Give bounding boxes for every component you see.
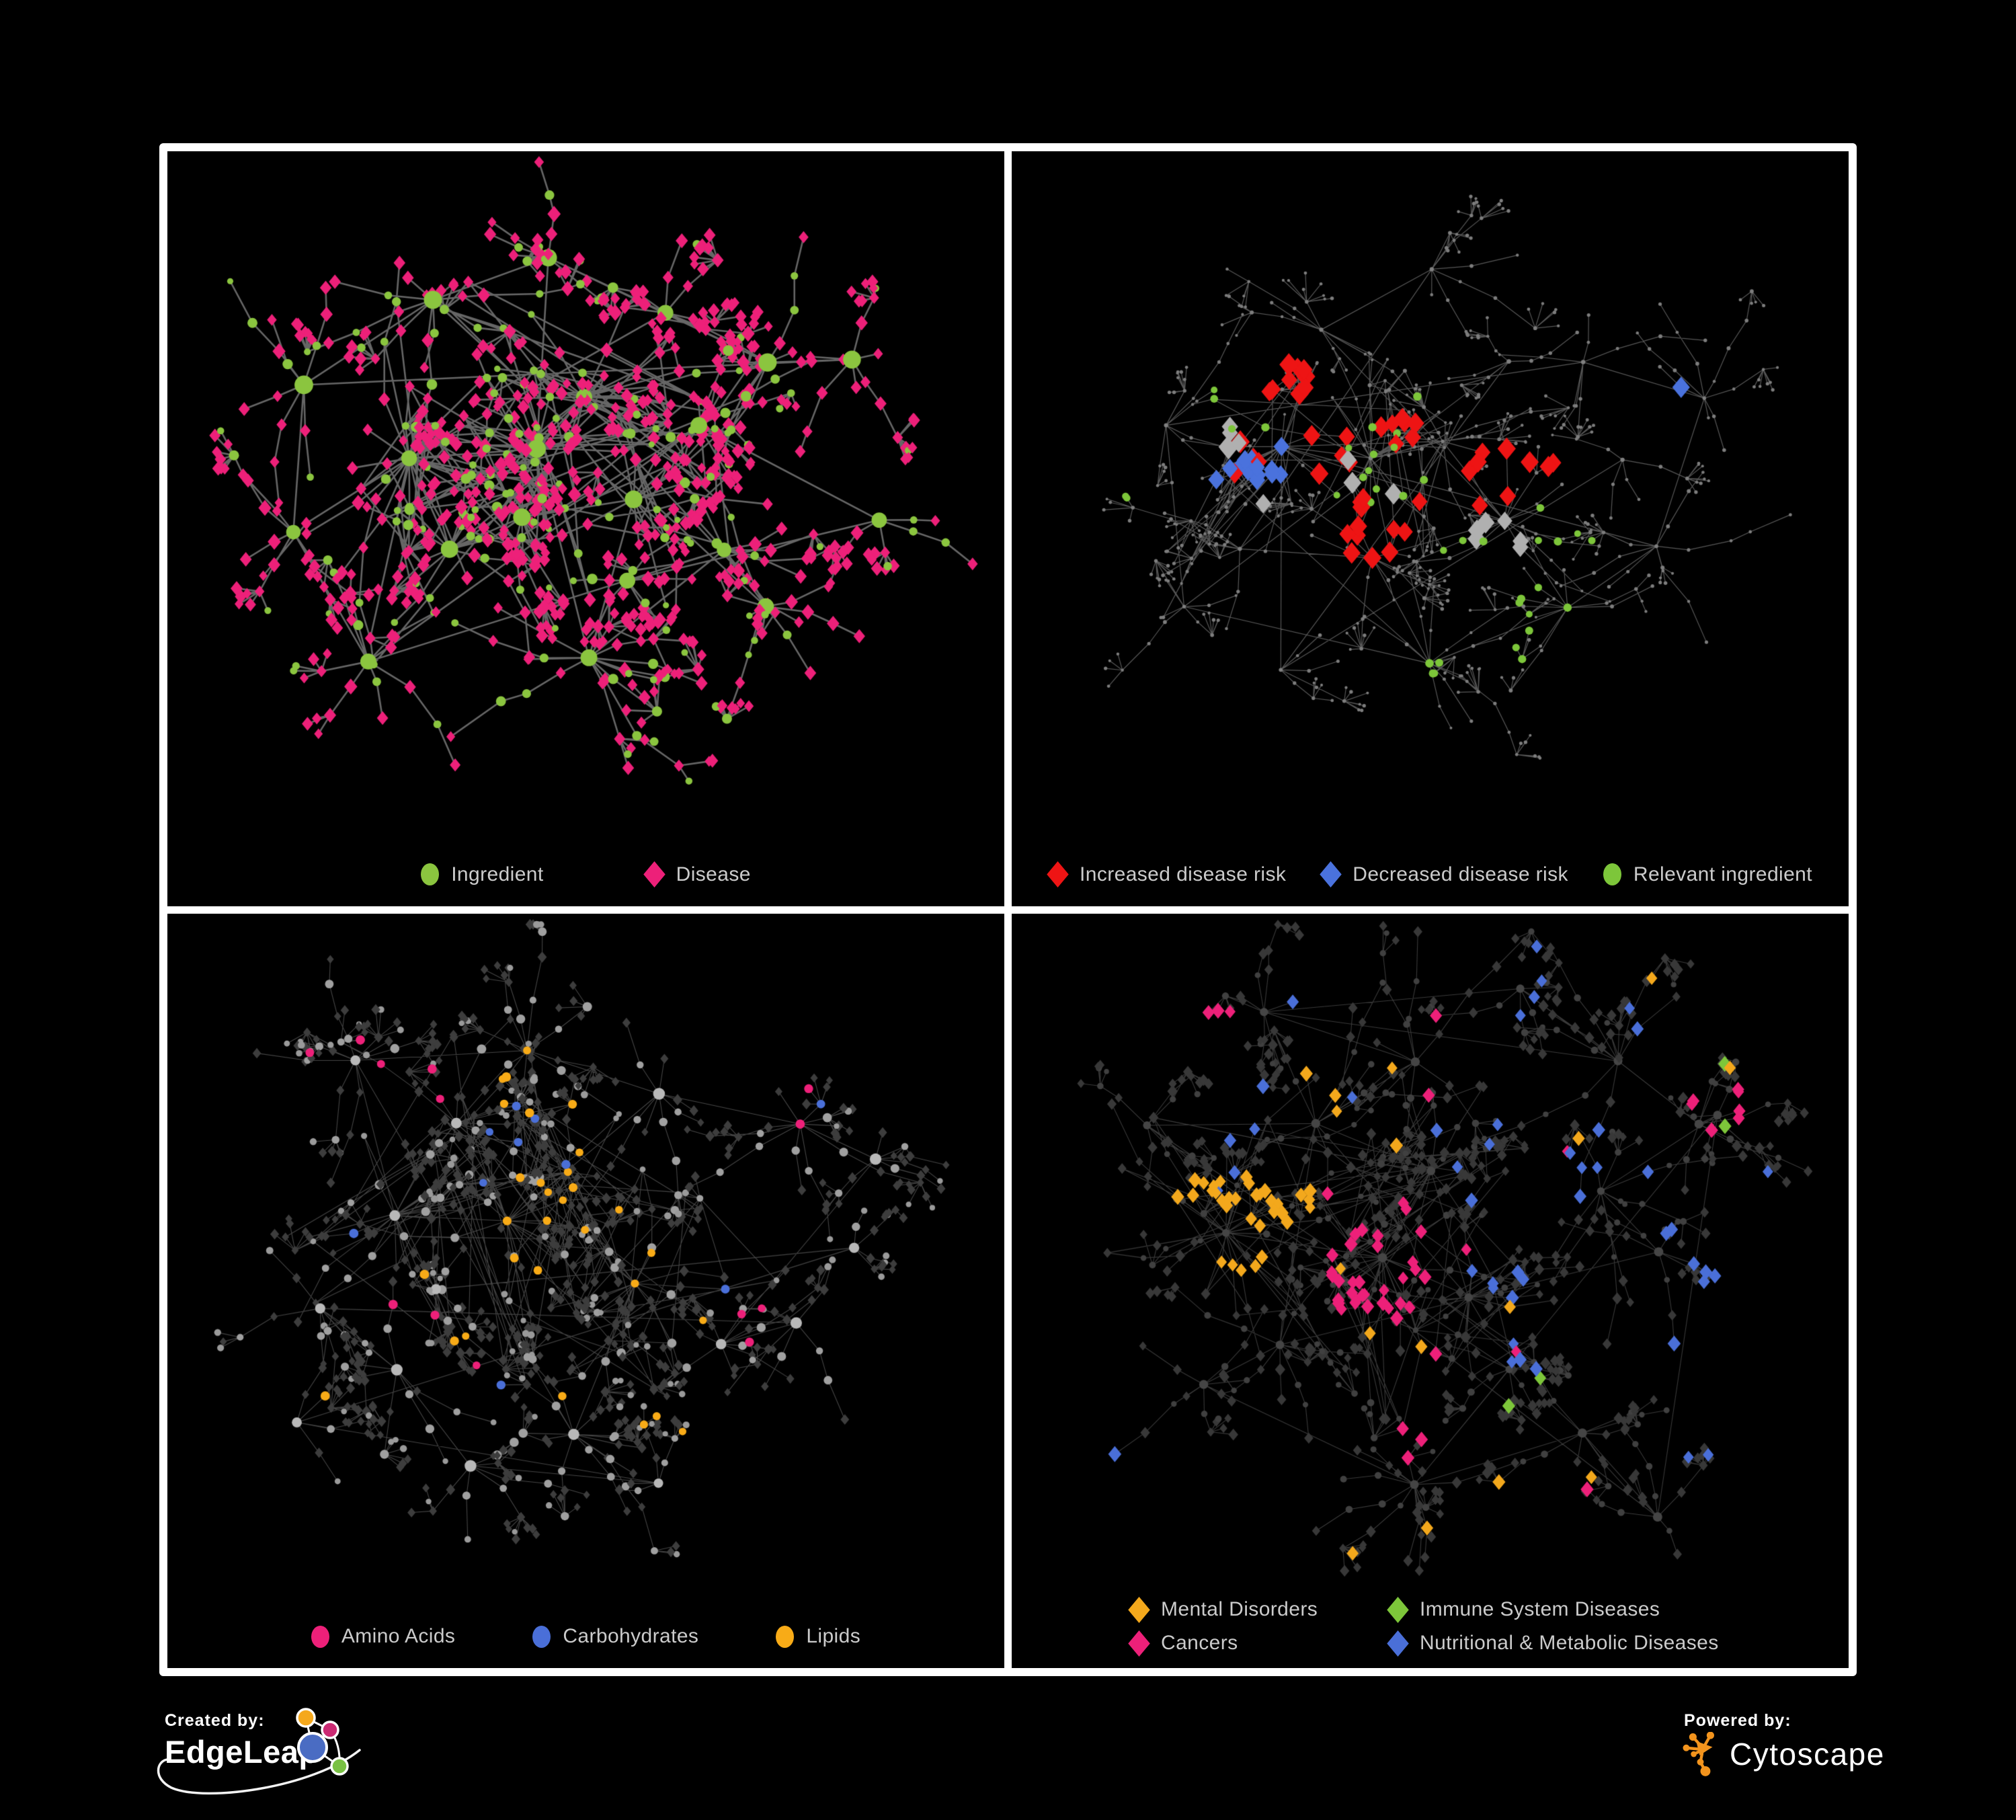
cytoscape-credit: Powered by: Cytoscape [1683,1711,1886,1792]
legend-label: Lipids [806,1625,861,1647]
legend-label: Immune System Diseases [1420,1598,1660,1620]
powered-by-label: Powered by: [1684,1711,1791,1730]
legend-item-nutritional-metabolic-diseases: Nutritional & Metabolic Diseases [1387,1630,1719,1657]
legend-label: Cancers [1161,1632,1238,1654]
network-graph-canvas [1012,913,1849,1668]
legend-item-ingredient: Ingredient [421,863,543,886]
cytoscape-wordmark: Cytoscape [1730,1737,1885,1772]
legend-item-cancers: Cancers [1128,1630,1388,1657]
four-panel-network-figure: Ingredient Disease Increased disease risk… [159,143,1857,1676]
legend-item-carbohydrates: Carbohydrates [532,1625,698,1648]
legend-item-decreased-disease-risk: Decreased disease risk [1320,861,1568,888]
legend-disease-risk: Increased disease risk Decreased disease … [1012,861,1849,888]
legend-marker-circle-icon [311,1625,329,1648]
legend-item-lipids: Lipids [776,1625,860,1648]
cytoscape-logo-icon [1683,1732,1714,1776]
legend-label: Increased disease risk [1080,863,1287,885]
edgeleap-credit: Created by: EdgeLeap [157,1708,382,1805]
legend-item-amino-acids: Amino Acids [311,1625,455,1648]
legend-label: Disease [676,863,751,885]
legend-item-immune-system-diseases: Immune System Diseases [1387,1596,1719,1623]
legend-label: Decreased disease risk [1353,863,1568,885]
created-by-label: Created by: [165,1711,265,1730]
legend-label: Amino Acids [341,1625,456,1647]
legend-marker-diamond-icon [643,861,666,888]
legend-item-disease: Disease [643,861,751,888]
legend-marker-circle-icon [1603,863,1621,885]
network-graph-canvas [167,913,1004,1668]
panel-disease-risk-network: Increased disease risk Decreased disease … [1012,151,1849,906]
legend-disease-classes: Mental Disorders Immune System Diseases Ca… [1128,1596,1719,1657]
panel-disease-classes-network: Mental Disorders Immune System Diseases Ca… [1012,913,1849,1668]
legend-item-increased-disease-risk: Increased disease risk [1047,861,1287,888]
network-graph-canvas [167,151,1004,906]
legend-item-relevant-ingredient: Relevant ingredient [1603,863,1812,886]
legend-label: Mental Disorders [1161,1598,1318,1620]
network-graph-canvas [1012,151,1849,906]
legend-marker-diamond-icon [1047,861,1069,888]
legend-label: Carbohydrates [563,1625,699,1647]
edgeleap-logo-icon [296,1708,349,1776]
legend-label: Relevant ingredient [1633,863,1812,885]
panel-ingredient-disease-network: Ingredient Disease [167,151,1004,906]
legend-ingredient-classes: Amino Acids Carbohydrates Lipids [167,1625,1004,1648]
legend-marker-diamond-icon [1128,1630,1150,1657]
legend-item-mental-disorders: Mental Disorders [1128,1596,1388,1623]
legend-marker-diamond-icon [1320,861,1342,888]
legend-ingredient-disease: Ingredient Disease [167,861,1004,888]
legend-marker-diamond-icon [1387,1596,1409,1623]
legend-marker-circle-icon [532,1625,551,1648]
legend-marker-diamond-icon [1128,1596,1150,1623]
panel-ingredient-classes-network: Amino Acids Carbohydrates Lipids [167,913,1004,1668]
legend-label: Ingredient [451,863,544,885]
legend-marker-circle-icon [421,863,440,885]
legend-marker-diamond-icon [1387,1630,1409,1657]
legend-label: Nutritional & Metabolic Diseases [1420,1632,1719,1654]
legend-marker-circle-icon [776,1625,795,1648]
